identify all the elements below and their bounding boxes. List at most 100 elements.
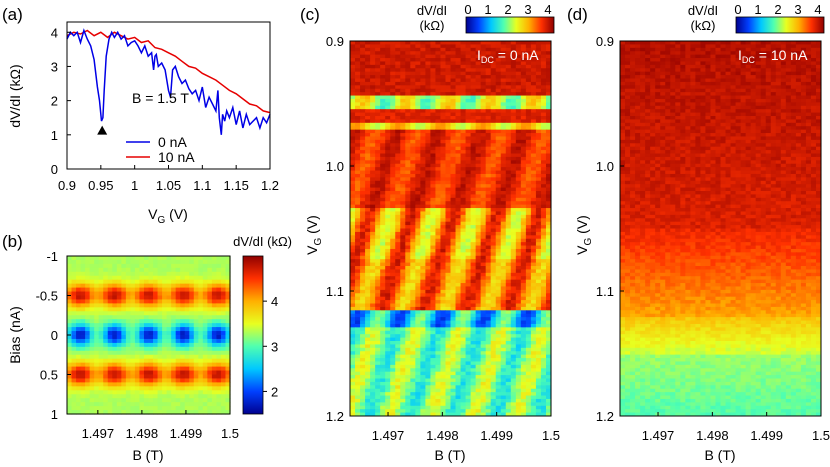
panel-c-cell	[370, 105, 376, 110]
panel-c-cell	[540, 153, 547, 158]
panel-b-cell	[67, 315, 73, 320]
panel-b-cell	[143, 350, 150, 356]
panel-c-cell	[475, 231, 482, 236]
panel-c-cell	[400, 173, 406, 178]
panel-c-cell	[410, 279, 416, 284]
panel-b-cell	[180, 370, 186, 376]
panel-c-cell	[395, 330, 401, 335]
panel-c-cell	[410, 235, 416, 240]
panel-c-cell	[415, 68, 421, 73]
panel-c-cell	[425, 98, 431, 103]
panel-b-cell	[103, 331, 109, 336]
panel-c-cell	[420, 300, 426, 304]
panel-c-cell	[500, 248, 507, 253]
panel-c-cell	[505, 126, 512, 131]
panel-c-cell	[535, 269, 542, 274]
panel-b-cell	[121, 323, 127, 328]
panel-c-cell	[470, 266, 477, 270]
panel-c-cell	[505, 296, 512, 301]
panel-c-cell	[400, 44, 406, 49]
panel-b-cell	[94, 354, 100, 360]
panel-c-cell	[420, 54, 426, 59]
panel-c-cell	[435, 64, 441, 69]
panel-b-cell	[85, 323, 91, 328]
panel-c-cell	[490, 255, 497, 260]
panel-c-cell	[405, 47, 411, 52]
panel-a-ylabel: dV/dI (kΩ)	[7, 64, 23, 127]
panel-b-cell	[80, 370, 86, 376]
panel-c-cell	[500, 293, 507, 298]
panel-c-cell	[485, 310, 492, 315]
panel-c-cell	[390, 221, 396, 226]
panel-c-cell	[440, 191, 446, 195]
panel-c-cell	[480, 214, 487, 219]
panel-c-cell	[415, 184, 421, 189]
panel-b-cell	[67, 354, 73, 360]
panel-b-cell	[112, 378, 118, 383]
panel-b-cell	[89, 287, 95, 293]
panel-c-cell	[380, 255, 386, 260]
panel-c-cell	[415, 85, 421, 90]
panel-c-cell	[410, 296, 416, 301]
panel-b-cell	[198, 366, 204, 372]
panel-c-cell	[405, 204, 411, 209]
panel-c-cell	[495, 129, 502, 134]
panel-c-cell	[520, 279, 527, 284]
panel-c-cell	[365, 116, 371, 120]
panel-c-cell	[430, 54, 436, 59]
panel-c-cell	[380, 191, 386, 195]
panel-c-cell	[505, 248, 512, 253]
panel-c-cell	[465, 184, 472, 189]
panel-c-cell	[360, 71, 366, 76]
panel-c-cell	[545, 150, 552, 154]
panel-c-cell	[520, 173, 527, 178]
panel-c-cell	[410, 85, 416, 90]
panel-c-cell	[455, 92, 462, 97]
panel-b-cell	[207, 291, 213, 297]
panel-c-cell	[485, 177, 492, 182]
panel-c-cell	[500, 71, 507, 76]
panel-c-cell	[525, 85, 532, 90]
panel-c-cell	[525, 187, 532, 192]
panel-c-cell	[440, 218, 446, 223]
panel-c-cell	[515, 231, 522, 236]
panel-c-cell	[400, 218, 406, 223]
panel-c-cell	[515, 238, 522, 243]
panel-c-cell	[425, 283, 431, 287]
panel-c-cell	[500, 61, 507, 66]
panel-c-cell	[520, 214, 527, 219]
panel-c-cell	[465, 47, 472, 52]
panel-b-cell	[107, 338, 113, 344]
panel-c-cell	[390, 170, 396, 175]
panel-b-cell	[216, 386, 222, 391]
panel-c-cell	[510, 231, 517, 236]
panel-c-cell	[485, 119, 492, 124]
panel-c-cell	[485, 54, 492, 59]
panel-c-cell	[540, 204, 547, 209]
panel-c-cell	[450, 334, 457, 339]
panel-c-cell	[395, 214, 401, 219]
panel-c-cell	[520, 276, 527, 281]
panel-b-cell	[134, 291, 141, 297]
panel-c-cell	[400, 272, 406, 277]
panel-c-cell	[375, 214, 381, 219]
panel-c-cell	[355, 286, 361, 291]
panel-c-cell	[470, 177, 477, 182]
panel-b-cell	[103, 271, 109, 277]
panel-c-cell	[520, 259, 527, 264]
panel-c-cell	[515, 153, 522, 158]
panel-c-cell	[515, 146, 522, 151]
panel-c-cell	[370, 184, 376, 189]
panel-c-cell	[440, 61, 446, 66]
panel-b-cell	[130, 366, 136, 372]
panel-c-cell	[500, 225, 507, 229]
panel-c-cell	[360, 47, 366, 52]
panel-c-cell	[450, 191, 457, 195]
panel-c-cell	[360, 293, 366, 298]
panel-b-cell	[67, 366, 73, 372]
panel-b-cell	[94, 338, 100, 344]
panel-c-cell	[430, 327, 436, 332]
panel-c-cell	[465, 327, 472, 332]
panel-c-cell	[390, 334, 396, 339]
panel-b-cell	[71, 327, 77, 332]
